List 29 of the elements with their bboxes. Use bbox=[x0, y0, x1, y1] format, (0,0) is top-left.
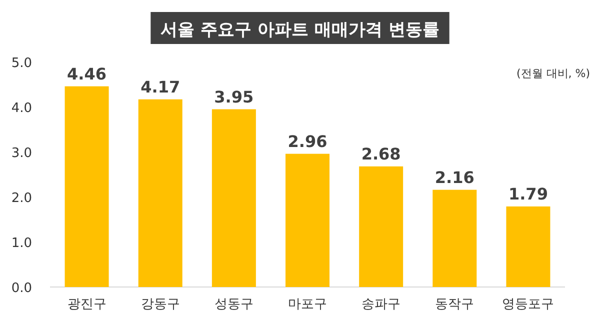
data-label: 2.68 bbox=[361, 144, 401, 164]
x-tick-label: 마포구 bbox=[288, 297, 327, 312]
data-label: 1.79 bbox=[508, 184, 548, 204]
y-tick-label: 5.0 bbox=[11, 56, 32, 71]
bar bbox=[64, 86, 109, 287]
data-label: 4.17 bbox=[140, 77, 180, 96]
x-tick-label: 광진구 bbox=[67, 297, 106, 312]
data-label: 4.46 bbox=[67, 64, 107, 84]
y-tick-label: 0.0 bbox=[11, 281, 32, 296]
data-label: 2.16 bbox=[434, 168, 474, 187]
annotation: (전월 대비, %) bbox=[516, 67, 590, 80]
x-tick-label: 성동구 bbox=[214, 297, 254, 312]
x-tick-label: 강동구 bbox=[140, 297, 180, 312]
y-tick-label: 3.0 bbox=[11, 146, 32, 161]
y-tick-label: 4.0 bbox=[11, 101, 32, 116]
x-tick-label: 송파구 bbox=[362, 297, 401, 312]
y-tick-label: 2.0 bbox=[11, 191, 32, 206]
data-label: 2.96 bbox=[288, 132, 328, 151]
bar bbox=[138, 99, 182, 287]
y-tick-label: 1.0 bbox=[11, 236, 32, 251]
data-label: 3.95 bbox=[214, 87, 254, 106]
bar bbox=[506, 206, 550, 287]
bar bbox=[286, 154, 330, 287]
bar bbox=[359, 166, 404, 287]
bar bbox=[212, 109, 256, 287]
x-tick-label: 영등포구 bbox=[502, 297, 554, 312]
chart-title: 서울 주요구 아파트 매매가격 변동률 bbox=[160, 20, 440, 40]
bar bbox=[432, 190, 477, 287]
x-tick-label: 동작구 bbox=[435, 297, 474, 312]
